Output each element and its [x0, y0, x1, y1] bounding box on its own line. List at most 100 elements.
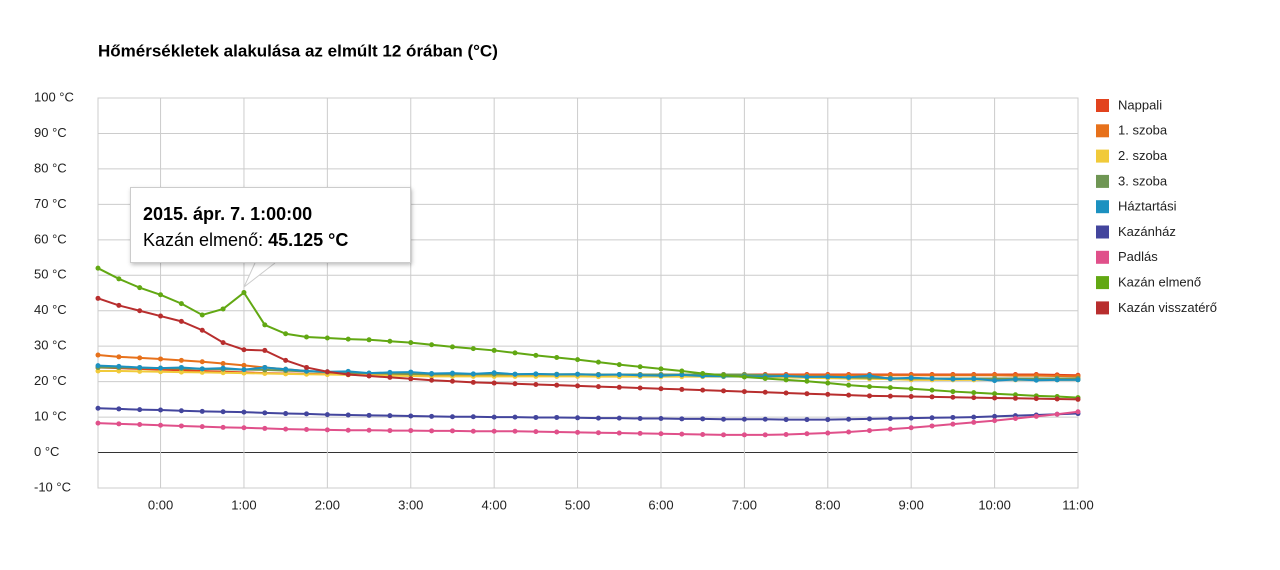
- data-point: [992, 418, 998, 424]
- data-point: [345, 412, 351, 418]
- data-point: [846, 374, 852, 380]
- data-point: [262, 425, 268, 431]
- data-point: [220, 370, 226, 376]
- x-tick-label: 3:00: [398, 497, 423, 512]
- data-point: [262, 347, 268, 353]
- data-point: [721, 416, 727, 422]
- data-point: [887, 376, 893, 382]
- data-point: [429, 428, 435, 434]
- data-point: [178, 423, 184, 429]
- data-point: [887, 385, 893, 391]
- data-point: [95, 363, 101, 369]
- legend-swatch: [1096, 276, 1109, 290]
- data-point: [387, 369, 393, 375]
- data-point: [825, 380, 831, 386]
- data-point: [324, 335, 330, 341]
- data-point: [1054, 411, 1060, 417]
- data-point: [304, 368, 310, 374]
- data-point: [908, 415, 914, 421]
- data-point: [283, 331, 289, 337]
- data-point: [741, 389, 747, 395]
- x-tick-label: 5:00: [565, 497, 590, 512]
- x-tick-label: 4:00: [482, 497, 507, 512]
- data-point: [992, 391, 998, 397]
- legend-swatch: [1096, 99, 1109, 112]
- data-point: [721, 372, 727, 378]
- data-point: [408, 413, 414, 419]
- data-point: [220, 361, 226, 367]
- data-point: [658, 416, 664, 422]
- data-point: [1075, 396, 1081, 402]
- data-point: [304, 411, 310, 417]
- data-point: [241, 290, 247, 296]
- data-point: [1075, 409, 1081, 415]
- data-point: [721, 388, 727, 394]
- legend-label: 1. szoba: [1118, 123, 1168, 138]
- data-point: [700, 431, 706, 437]
- data-point: [1054, 396, 1060, 402]
- legend-label: Padlás: [1118, 249, 1158, 264]
- data-point: [992, 395, 998, 401]
- data-point: [658, 366, 664, 372]
- data-point: [116, 276, 122, 282]
- data-point: [220, 409, 226, 415]
- data-point: [700, 416, 706, 422]
- data-point: [304, 427, 310, 432]
- data-point: [116, 368, 122, 374]
- data-point: [637, 430, 643, 436]
- x-tick-label: 9:00: [899, 497, 924, 512]
- data-point: [178, 408, 184, 414]
- data-point: [658, 431, 664, 437]
- data-point: [429, 342, 435, 348]
- data-point: [1012, 416, 1018, 422]
- data-point: [366, 337, 372, 343]
- data-point: [241, 409, 247, 415]
- legend-swatch: [1096, 174, 1109, 188]
- x-tick-label: 10:00: [978, 497, 1011, 512]
- data-point: [220, 365, 226, 371]
- data-point: [116, 363, 122, 369]
- data-point: [262, 322, 268, 328]
- data-point: [470, 414, 476, 420]
- data-point: [199, 327, 205, 333]
- data-point: [137, 355, 143, 361]
- data-point: [887, 416, 893, 422]
- legend-swatch: [1096, 301, 1109, 315]
- data-point: [741, 416, 747, 422]
- data-point: [595, 430, 601, 436]
- data-point: [866, 373, 872, 379]
- data-point: [1033, 396, 1039, 402]
- x-tick-label: 0:00: [148, 497, 173, 512]
- data-point: [449, 414, 455, 420]
- data-point: [971, 395, 977, 401]
- legend-label: 3. szoba: [1118, 173, 1168, 188]
- data-point: [199, 408, 205, 414]
- data-point: [366, 373, 372, 379]
- data-point: [637, 385, 643, 391]
- data-point: [575, 429, 581, 435]
- data-point: [866, 416, 872, 422]
- data-point: [595, 415, 601, 421]
- data-point: [1033, 377, 1039, 383]
- data-point: [449, 428, 455, 434]
- data-point: [116, 421, 122, 427]
- data-point: [387, 374, 393, 380]
- data-point: [158, 365, 164, 371]
- x-tick-label: 11:00: [1062, 497, 1094, 512]
- data-point: [846, 382, 852, 388]
- data-point: [158, 313, 164, 319]
- data-point: [158, 407, 164, 413]
- y-tick-label: -10 °C: [34, 479, 71, 494]
- data-point: [178, 369, 184, 375]
- data-point: [783, 373, 789, 379]
- data-point: [825, 417, 831, 423]
- data-point: [929, 423, 935, 429]
- data-point: [220, 306, 226, 312]
- data-point: [616, 372, 622, 378]
- data-point: [324, 427, 330, 433]
- legend-swatch: [1096, 225, 1109, 239]
- data-point: [512, 350, 518, 356]
- data-point: [178, 301, 184, 307]
- data-point: [470, 371, 476, 377]
- data-point: [387, 428, 393, 434]
